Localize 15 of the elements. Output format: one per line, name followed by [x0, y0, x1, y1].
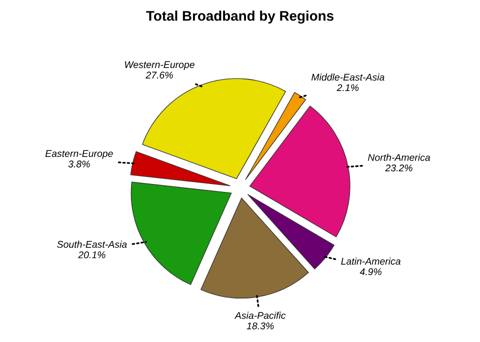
chart-title: Total Broadband by Regions: [146, 10, 334, 24]
data-label: 18.3%: [246, 322, 274, 330]
slice-label: North-America: [368, 154, 430, 161]
slice-label: Asia-Pacific: [234, 312, 286, 319]
data-label: 23.2%: [385, 164, 412, 172]
slice-label: Latin-America: [341, 258, 400, 265]
data-label: 2.1%: [336, 84, 359, 92]
slice-label: Western-Europe: [125, 61, 194, 70]
data-label: 4.9%: [360, 268, 382, 276]
slice-label: Eastern-Europe: [45, 150, 113, 159]
data-label: 3.8%: [68, 160, 90, 168]
data-label: 20.1%: [78, 251, 106, 258]
slice-label: South-East-Asia: [57, 240, 127, 248]
data-label: 27.6%: [146, 72, 173, 79]
slice-label: Middle-East-Asia: [311, 74, 384, 81]
